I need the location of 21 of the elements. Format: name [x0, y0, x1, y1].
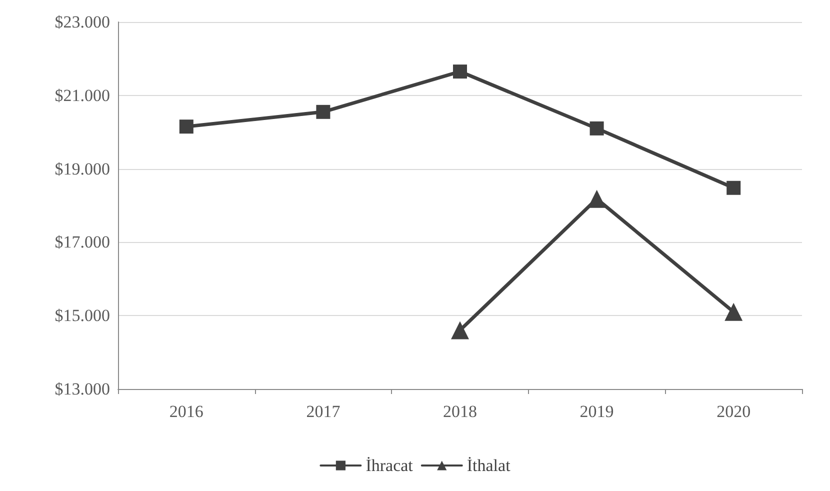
y-tick-label: $21.000	[54, 86, 110, 105]
y-tick-label: $23.000	[54, 12, 110, 32]
point	[179, 120, 194, 134]
x-tick-label: 2019	[580, 402, 614, 421]
point	[588, 190, 606, 208]
point	[453, 64, 467, 79]
point	[451, 321, 469, 340]
y-tick-label: $19.000	[54, 159, 110, 178]
point	[590, 121, 604, 136]
x-tick-label: 2017	[306, 402, 341, 421]
y-tick-label: $17.000	[54, 232, 110, 252]
legend-label: İthalat	[466, 456, 511, 475]
y-tick-label: $13.000	[54, 380, 110, 398]
x-tick-label: 2018	[443, 402, 477, 421]
x-tick-label: 2020	[716, 402, 751, 421]
x-tick-label: 2016	[169, 402, 204, 421]
point	[724, 302, 743, 321]
y-tick-label: $15.000	[54, 306, 110, 326]
point	[316, 104, 330, 119]
point	[726, 180, 741, 195]
legend-label: İhracat	[366, 456, 414, 475]
